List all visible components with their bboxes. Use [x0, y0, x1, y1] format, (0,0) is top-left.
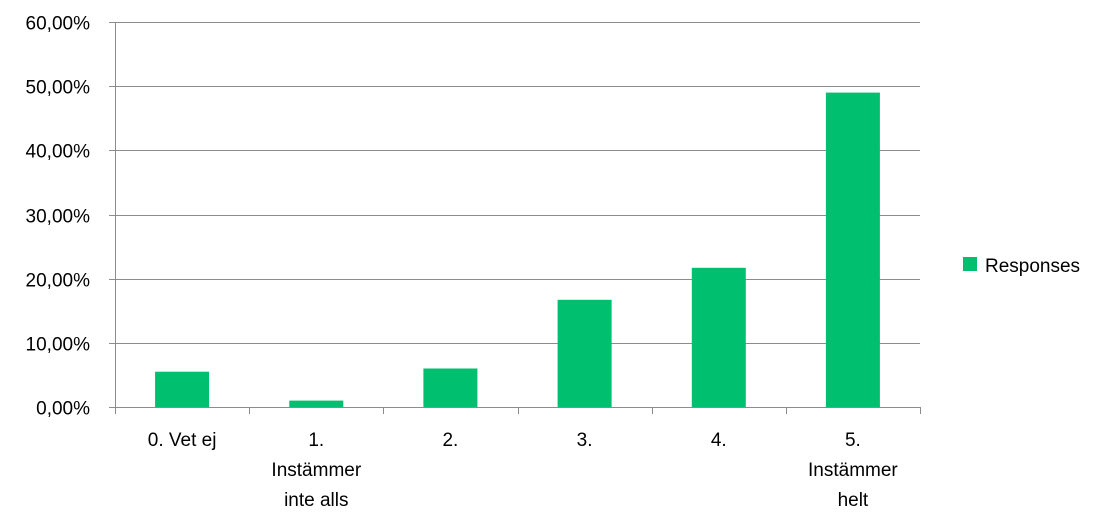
- y-axis-tick-labels: 0,00% 10,00% 20,00% 30,00% 40,00% 50,00% 60,00…: [26, 14, 91, 420]
- bar: [155, 371, 210, 407]
- y-tick-label: 60,00%: [26, 14, 91, 35]
- x-tick-label: 4.: [711, 430, 727, 451]
- y-tick-label: 20,00%: [26, 271, 91, 292]
- x-tick-label: 1. Instämmer inte alls: [271, 430, 361, 511]
- bar: [289, 400, 344, 407]
- y-tick-label: 0,00%: [36, 399, 90, 420]
- y-tick-label: 40,00%: [26, 142, 91, 163]
- y-tick-label: 30,00%: [26, 207, 91, 228]
- bar: [423, 368, 478, 407]
- x-axis-tick-labels: 0. Vet ej 1. Instämmer inte alls 2. 3. 4. 5. Ins…: [148, 430, 899, 511]
- y-tick-label: 50,00%: [26, 78, 91, 99]
- axes: [109, 22, 921, 414]
- x-tick-label: 0. Vet ej: [148, 430, 217, 451]
- x-tick-label: 3.: [577, 430, 593, 451]
- bar: [691, 267, 746, 407]
- x-tick-label: 2.: [442, 430, 458, 451]
- bar: [825, 92, 880, 407]
- legend-swatch-responses: [963, 257, 977, 271]
- bars: [155, 92, 880, 407]
- x-tick-label: 5. Instämmer helt: [808, 430, 898, 511]
- legend-label-responses: Responses: [985, 256, 1080, 277]
- y-tick-label: 10,00%: [26, 335, 91, 356]
- legend: Responses: [963, 256, 1080, 277]
- gridlines: [115, 22, 920, 408]
- bar: [557, 299, 612, 407]
